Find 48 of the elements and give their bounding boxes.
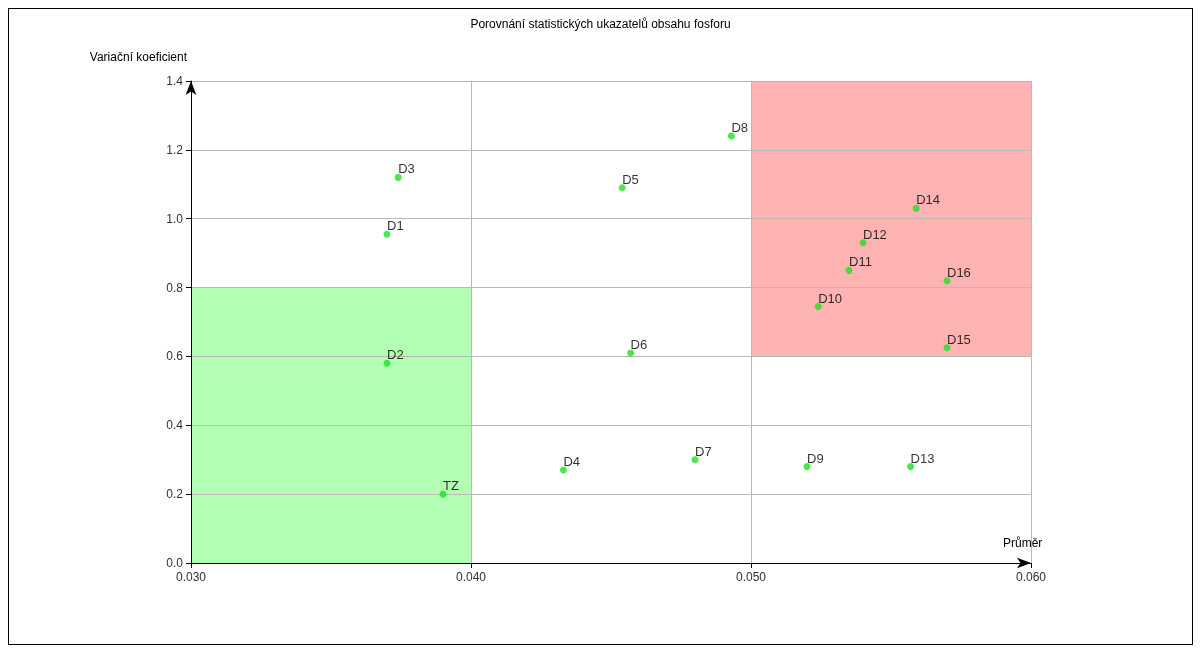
point xyxy=(907,463,915,471)
annotation: D6 xyxy=(630,336,648,352)
annotation: D12 xyxy=(863,226,887,242)
y-tick-label: 1.4 xyxy=(166,74,184,88)
annotation: D7 xyxy=(695,443,712,459)
point xyxy=(627,349,635,357)
point xyxy=(727,132,735,140)
point xyxy=(943,277,951,285)
annotation: D10 xyxy=(818,290,843,306)
point xyxy=(845,266,853,274)
x-axis-title: Průměr xyxy=(1003,536,1043,550)
y-tick-label: 0.4 xyxy=(166,418,184,433)
annotation: D5 xyxy=(622,171,639,187)
point xyxy=(383,359,391,367)
point xyxy=(814,303,822,311)
annotation: D3 xyxy=(398,161,415,177)
y-axis-title: Variační koeficient xyxy=(89,50,188,64)
annotation: D1 xyxy=(387,218,404,234)
annotation: D14 xyxy=(916,192,941,208)
point xyxy=(383,230,391,238)
annotation: D8 xyxy=(731,120,749,136)
annotation: D15 xyxy=(947,331,971,347)
x-tick-label: 0.030 xyxy=(175,570,207,584)
y-tick-label: 1.0 xyxy=(166,211,184,226)
point xyxy=(559,466,567,474)
annotation: D9 xyxy=(807,450,824,466)
chart-title: Porovnání statistických ukazatelů obsahu fosforu xyxy=(470,17,731,31)
y-tick-label: 0.8 xyxy=(166,280,184,295)
point xyxy=(943,344,951,352)
point xyxy=(618,184,626,192)
point xyxy=(859,239,867,247)
point xyxy=(803,463,811,471)
annotation: D11 xyxy=(849,254,872,270)
x-tick-label: 0.050 xyxy=(735,570,767,584)
point xyxy=(691,456,699,464)
annotation: D16 xyxy=(947,264,971,280)
point xyxy=(912,204,920,212)
annotation: D4 xyxy=(563,454,581,470)
annotation: D13 xyxy=(910,450,935,466)
annotation: TZ xyxy=(443,478,459,494)
point xyxy=(394,173,402,181)
annotation: D2 xyxy=(387,347,404,363)
y-tick-label: 1.2 xyxy=(166,142,184,157)
x-tick-label: 0.040 xyxy=(455,570,487,584)
y-tick-label: 0.2 xyxy=(166,487,184,502)
x-tick-label: 0.060 xyxy=(1015,570,1047,584)
y-tick-label: 0.6 xyxy=(166,349,184,364)
y-tick-label: 0.0 xyxy=(166,556,184,570)
